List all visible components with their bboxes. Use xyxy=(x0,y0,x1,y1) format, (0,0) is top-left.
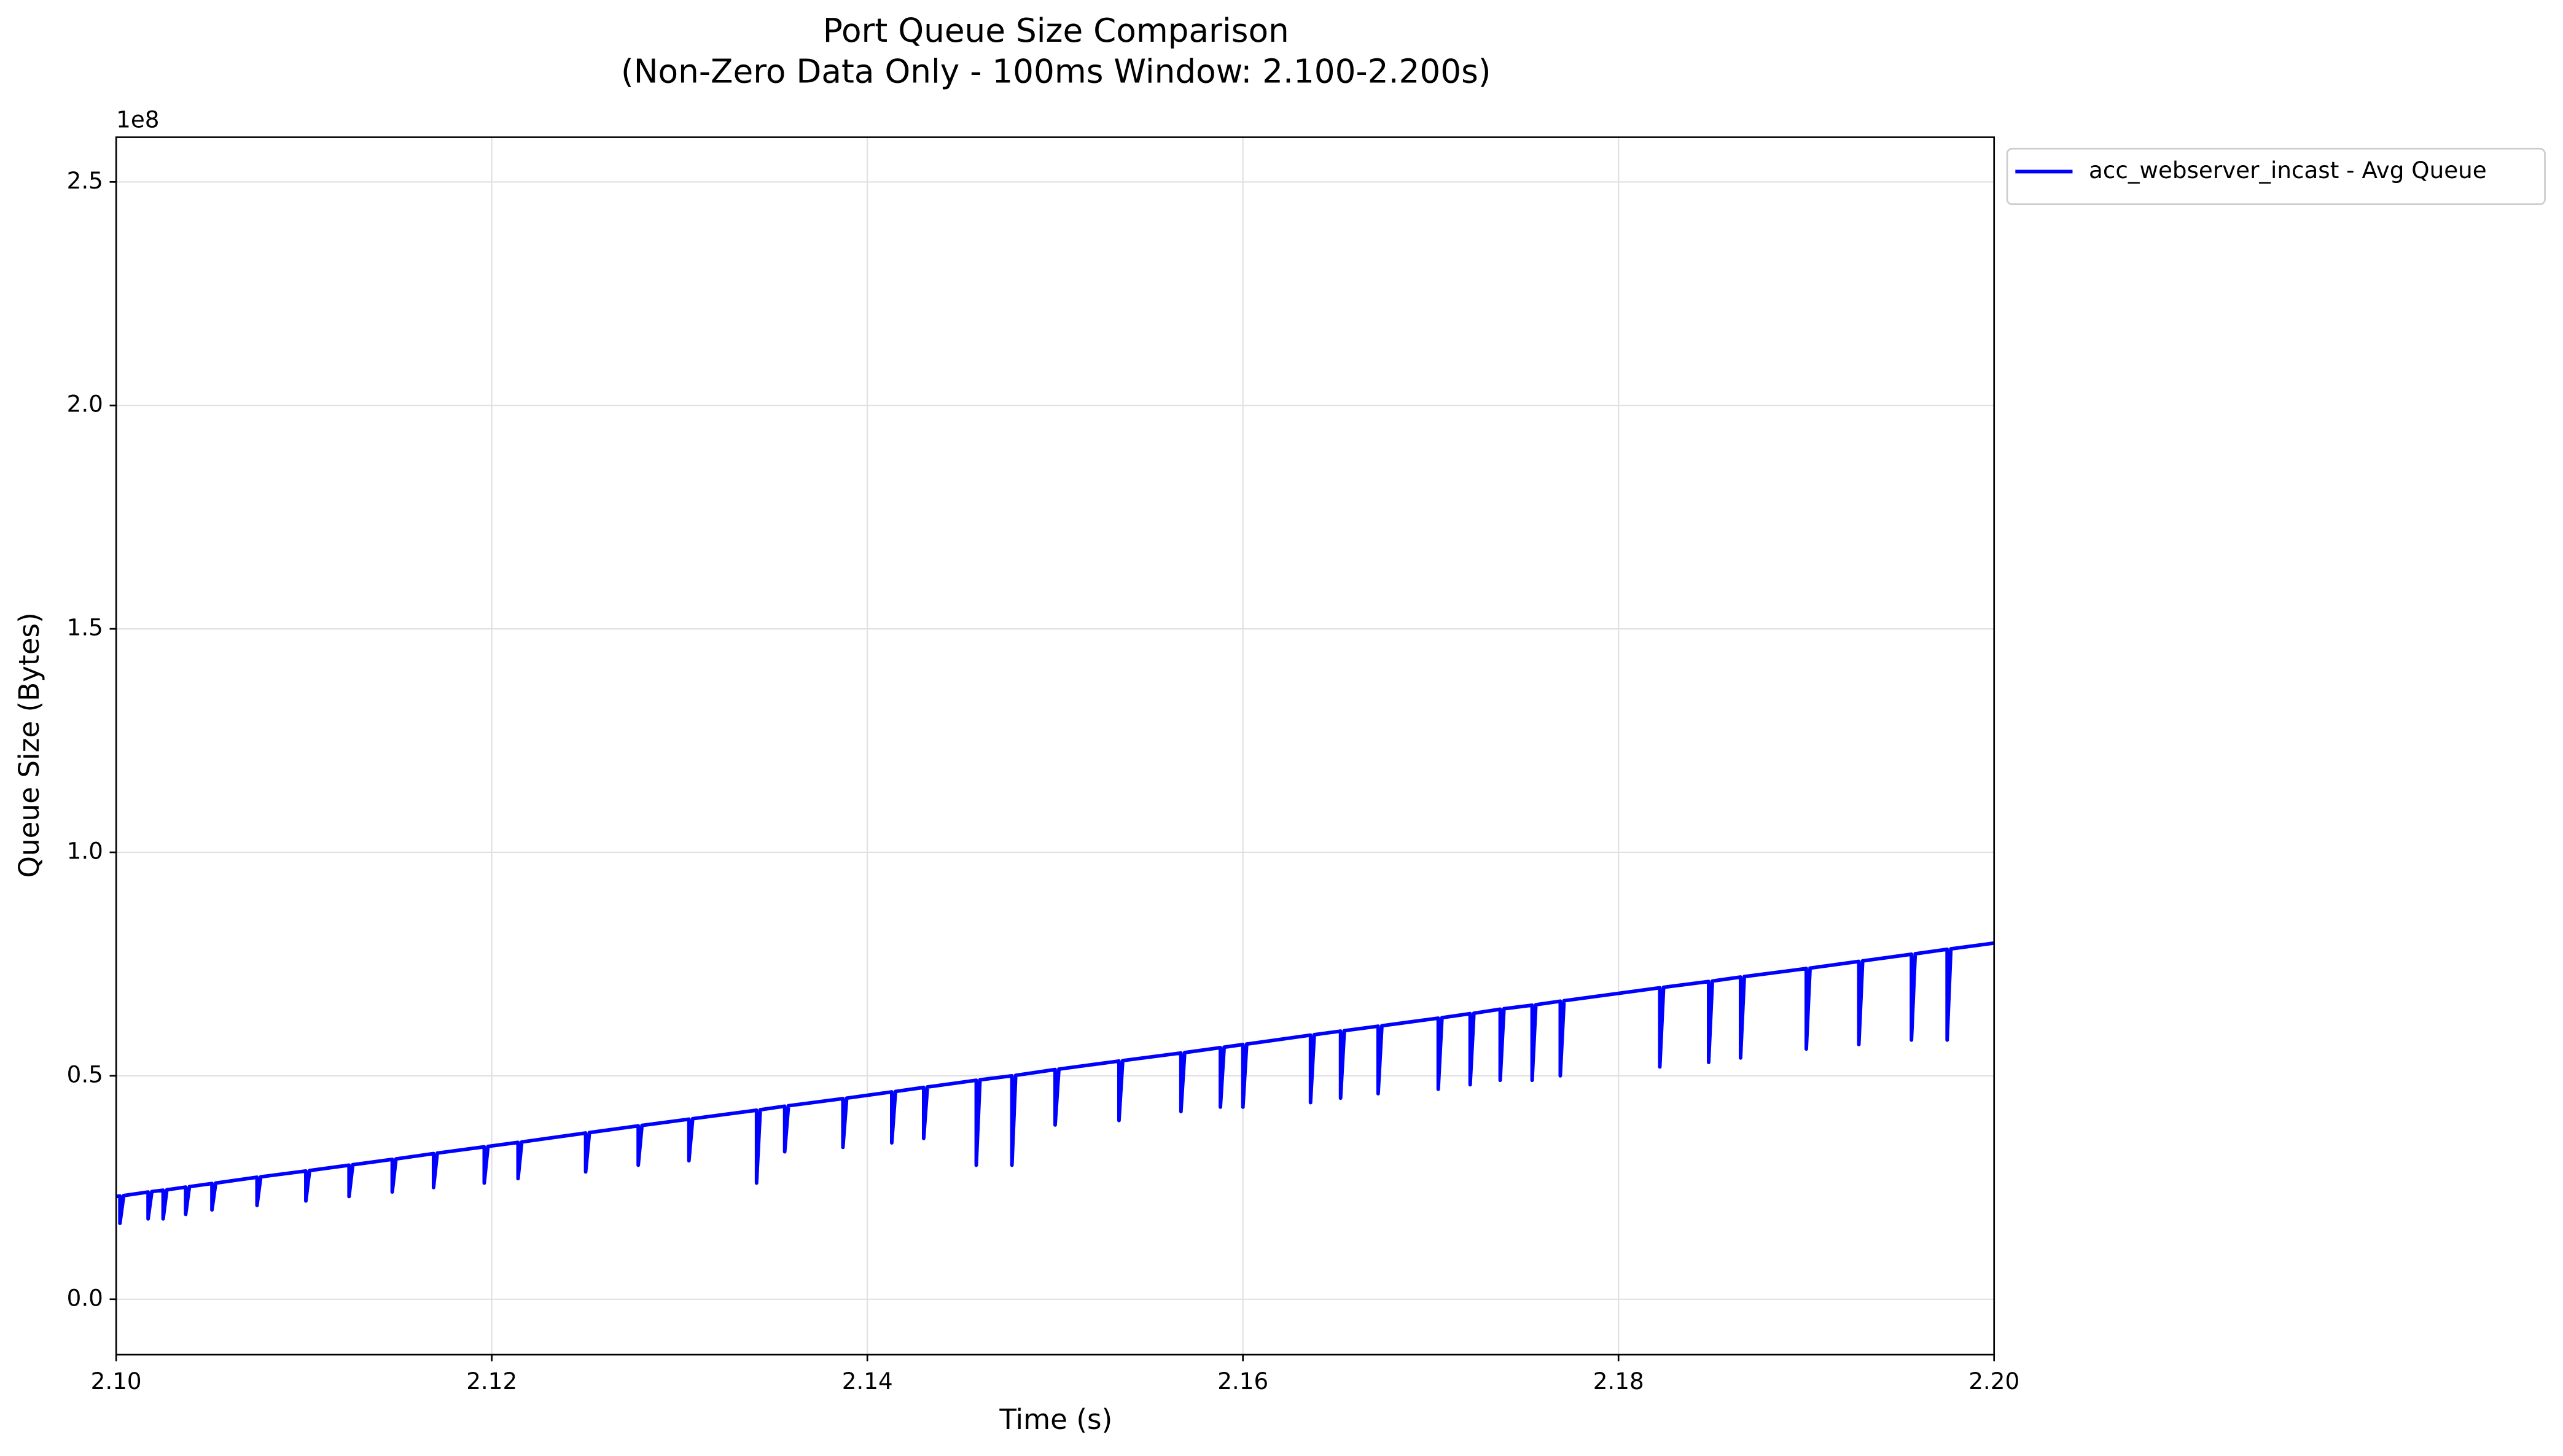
x-tick-label: 2.12 xyxy=(466,1368,517,1395)
x-tick-label: 2.18 xyxy=(1593,1368,1644,1395)
chart-title: Port Queue Size Comparison xyxy=(823,12,1289,50)
y-tick-label: 1.5 xyxy=(67,614,103,641)
x-tick-label: 2.16 xyxy=(1217,1368,1268,1395)
ticks: 2.10 2.12 2.14 2.16 2.18 2.20 0.0 0.5 1.0 1.5 2.0 2… xyxy=(67,167,2020,1395)
data-line xyxy=(115,941,1995,1225)
y-tick-label: 2.0 xyxy=(67,391,103,418)
plot-area xyxy=(115,941,1995,1225)
x-axis-label: Time (s) xyxy=(999,1403,1112,1436)
legend-box xyxy=(2006,147,2546,205)
legend-label: acc_webserver_incast - Avg Queue xyxy=(2089,157,2487,184)
x-tick-label: 2.14 xyxy=(842,1368,893,1395)
axes-frame xyxy=(115,136,1995,1356)
y-tick-label: 0.0 xyxy=(67,1284,103,1311)
x-tick-label: 2.10 xyxy=(91,1368,142,1395)
legend: acc_webserver_incast - Avg Queue xyxy=(2006,147,2546,205)
y-axis-label: Queue Size (Bytes) xyxy=(13,612,45,878)
chart-subtitle: (Non-Zero Data Only - 100ms Window: 2.10… xyxy=(621,52,1491,90)
x-tick-label: 2.20 xyxy=(1968,1368,2019,1395)
y-tick-label: 1.0 xyxy=(67,837,103,864)
y-offset-label: 1e8 xyxy=(116,106,159,133)
y-tick-label: 2.5 xyxy=(67,167,103,194)
y-tick-label: 0.5 xyxy=(67,1061,103,1088)
